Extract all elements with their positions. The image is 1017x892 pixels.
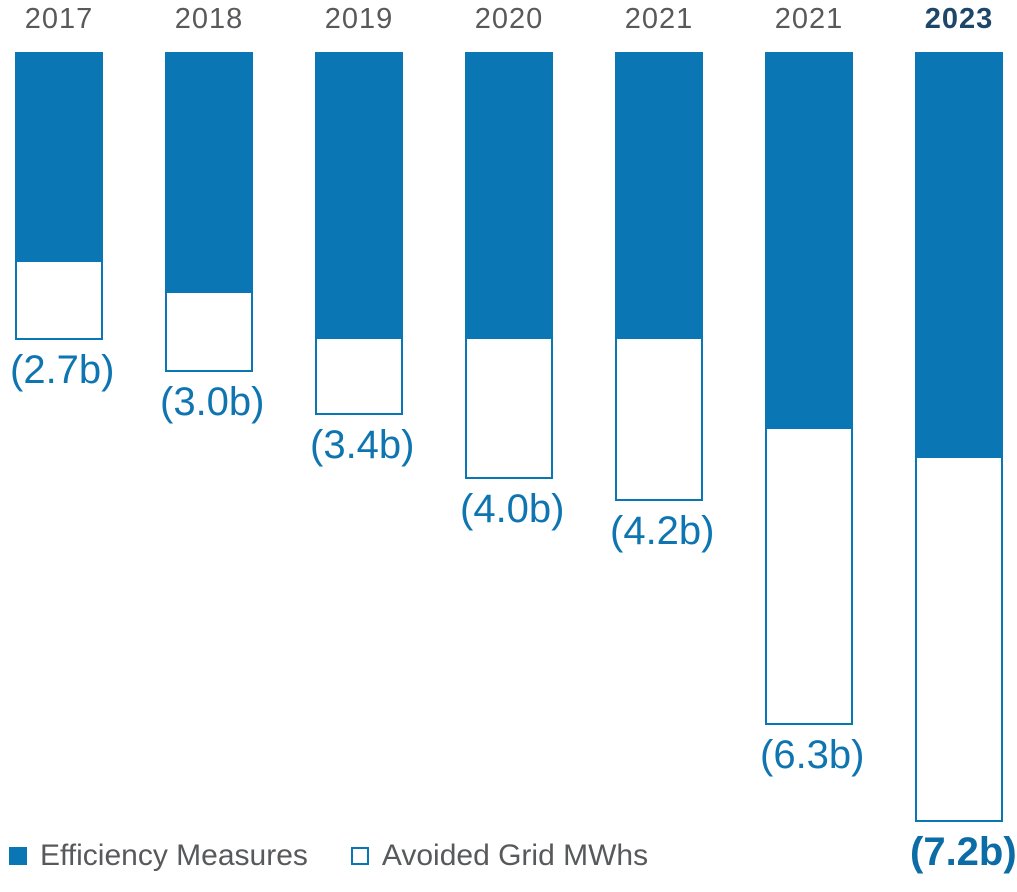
total-value-label: (3.4b) bbox=[310, 423, 415, 467]
bar-segment-efficiency-measures bbox=[915, 52, 1003, 456]
bar-segment-avoided-grid-mwhs bbox=[765, 427, 853, 725]
bar-segment-efficiency-measures bbox=[315, 52, 403, 337]
total-value-label: (4.0b) bbox=[460, 487, 565, 531]
bar-segment-efficiency-measures bbox=[765, 52, 853, 427]
total-value-label: (3.0b) bbox=[160, 380, 265, 424]
category-label-2019-2: 2019 bbox=[324, 3, 394, 35]
total-value-label: (4.2b) bbox=[610, 509, 715, 553]
category-label-2018-1: 2018 bbox=[174, 3, 244, 35]
bar-segment-avoided-grid-mwhs bbox=[465, 337, 553, 479]
chart-legend: Efficiency Measures Avoided Grid MWhs bbox=[9, 839, 648, 873]
bar-segment-efficiency-measures bbox=[15, 52, 103, 260]
bar-segment-efficiency-measures bbox=[465, 52, 553, 337]
category-label-2023-6: 2023 bbox=[924, 3, 994, 35]
legend-swatch-outlined-icon bbox=[350, 847, 369, 865]
bar-segment-efficiency-measures bbox=[615, 52, 703, 337]
bar-segment-avoided-grid-mwhs bbox=[615, 337, 703, 501]
bar-segment-avoided-grid-mwhs bbox=[15, 260, 103, 340]
bar-segment-avoided-grid-mwhs bbox=[915, 456, 1003, 822]
category-label-2021-4: 2021 bbox=[624, 3, 694, 35]
bar-segment-avoided-grid-mwhs bbox=[165, 291, 253, 372]
bar-segment-efficiency-measures bbox=[165, 52, 253, 291]
category-label-2020-3: 2020 bbox=[474, 3, 544, 35]
total-value-label: (6.3b) bbox=[760, 733, 865, 777]
total-value-label: (7.2b) bbox=[910, 830, 1017, 874]
total-value-label: (2.7b) bbox=[10, 348, 115, 392]
bar-segment-avoided-grid-mwhs bbox=[315, 337, 403, 415]
legend-swatch-filled-icon bbox=[9, 847, 27, 865]
category-label-2017-0: 2017 bbox=[24, 3, 94, 35]
legend-label-efficiency-measures: Efficiency Measures bbox=[40, 839, 308, 872]
legend-label-avoided-grid-mwhs: Avoided Grid MWhs bbox=[381, 839, 649, 872]
category-label-2021-5: 2021 bbox=[774, 3, 844, 35]
